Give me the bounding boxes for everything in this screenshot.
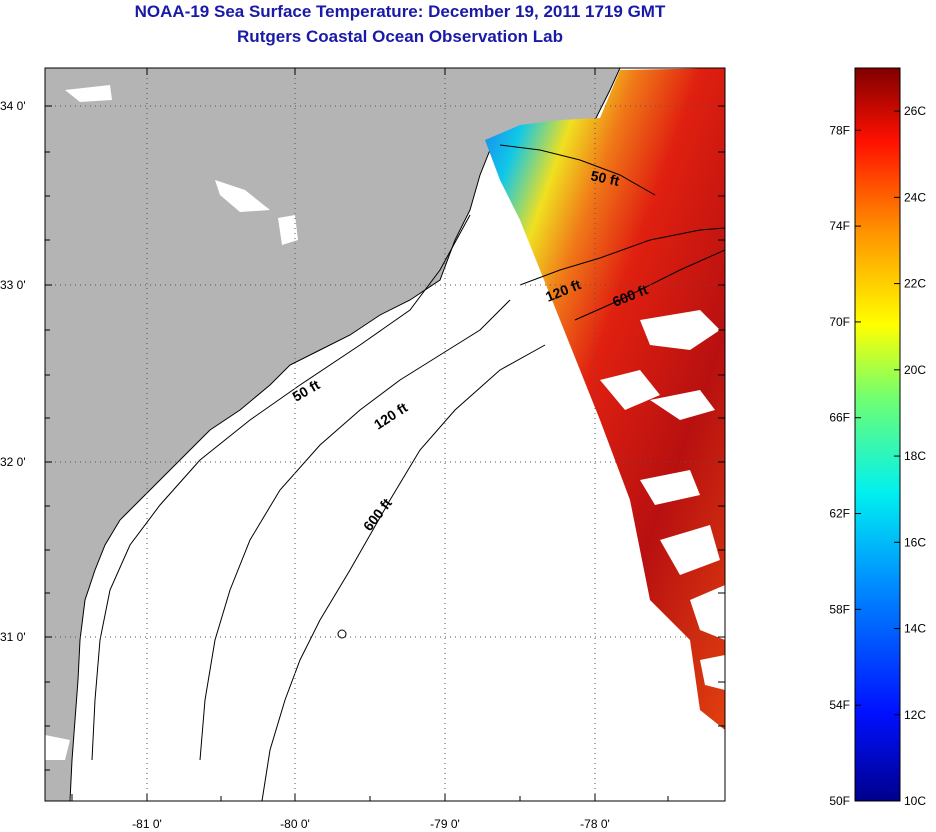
axis-ticks — [45, 68, 725, 801]
graticule — [45, 68, 725, 801]
celsius-label: 22C — [904, 277, 926, 291]
lat-label: 32 0' — [0, 455, 26, 469]
lake-shape — [45, 735, 70, 760]
lat-label: 33 0' — [0, 278, 26, 292]
celsius-label: 16C — [904, 535, 926, 549]
celsius-label: 18C — [904, 449, 926, 463]
map-subtitle: Rutgers Coastal Ocean Observation Lab — [237, 27, 563, 46]
celsius-label: 12C — [904, 708, 926, 722]
fahrenheit-label: 62F — [829, 507, 850, 521]
celsius-label: 14C — [904, 622, 926, 636]
fahrenheit-label: 66F — [829, 411, 850, 425]
color-bar — [854, 67, 901, 802]
seamount-contour — [337, 629, 347, 639]
lon-label: -78 0' — [580, 817, 610, 831]
contour-120ft — [199, 227, 725, 761]
color-bar-ticks: 26C 24C 22C 20C 18C 16C 14C 12C 10C 78F 74F 70F 66F 6… — [829, 104, 926, 808]
contour-label: 50 ft — [589, 167, 621, 189]
sst-swath — [485, 68, 725, 730]
lat-label: 31 0' — [0, 630, 26, 644]
fahrenheit-label: 78F — [829, 123, 850, 137]
fahrenheit-label: 54F — [829, 698, 850, 712]
contour-50ft — [91, 144, 656, 761]
lake-shape — [215, 180, 270, 212]
lon-label: -81 0' — [132, 817, 162, 831]
fahrenheit-label: 70F — [829, 315, 850, 329]
lon-label: -79 0' — [430, 817, 460, 831]
fahrenheit-label: 50F — [829, 794, 850, 808]
lake-shape — [278, 215, 298, 245]
map-title: NOAA-19 Sea Surface Temperature: Decembe… — [134, 2, 666, 21]
map-frame — [44, 67, 726, 802]
fahrenheit-label: 74F — [829, 219, 850, 233]
lake-shape — [65, 85, 112, 102]
cloud-gaps — [600, 310, 725, 690]
celsius-label: 10C — [904, 794, 926, 808]
lat-label: 34 0' — [0, 99, 26, 113]
celsius-label: 20C — [904, 363, 926, 377]
lon-label: -80 0' — [280, 817, 310, 831]
celsius-label: 26C — [904, 104, 926, 118]
celsius-label: 24C — [904, 190, 926, 204]
fahrenheit-label: 58F — [829, 602, 850, 616]
